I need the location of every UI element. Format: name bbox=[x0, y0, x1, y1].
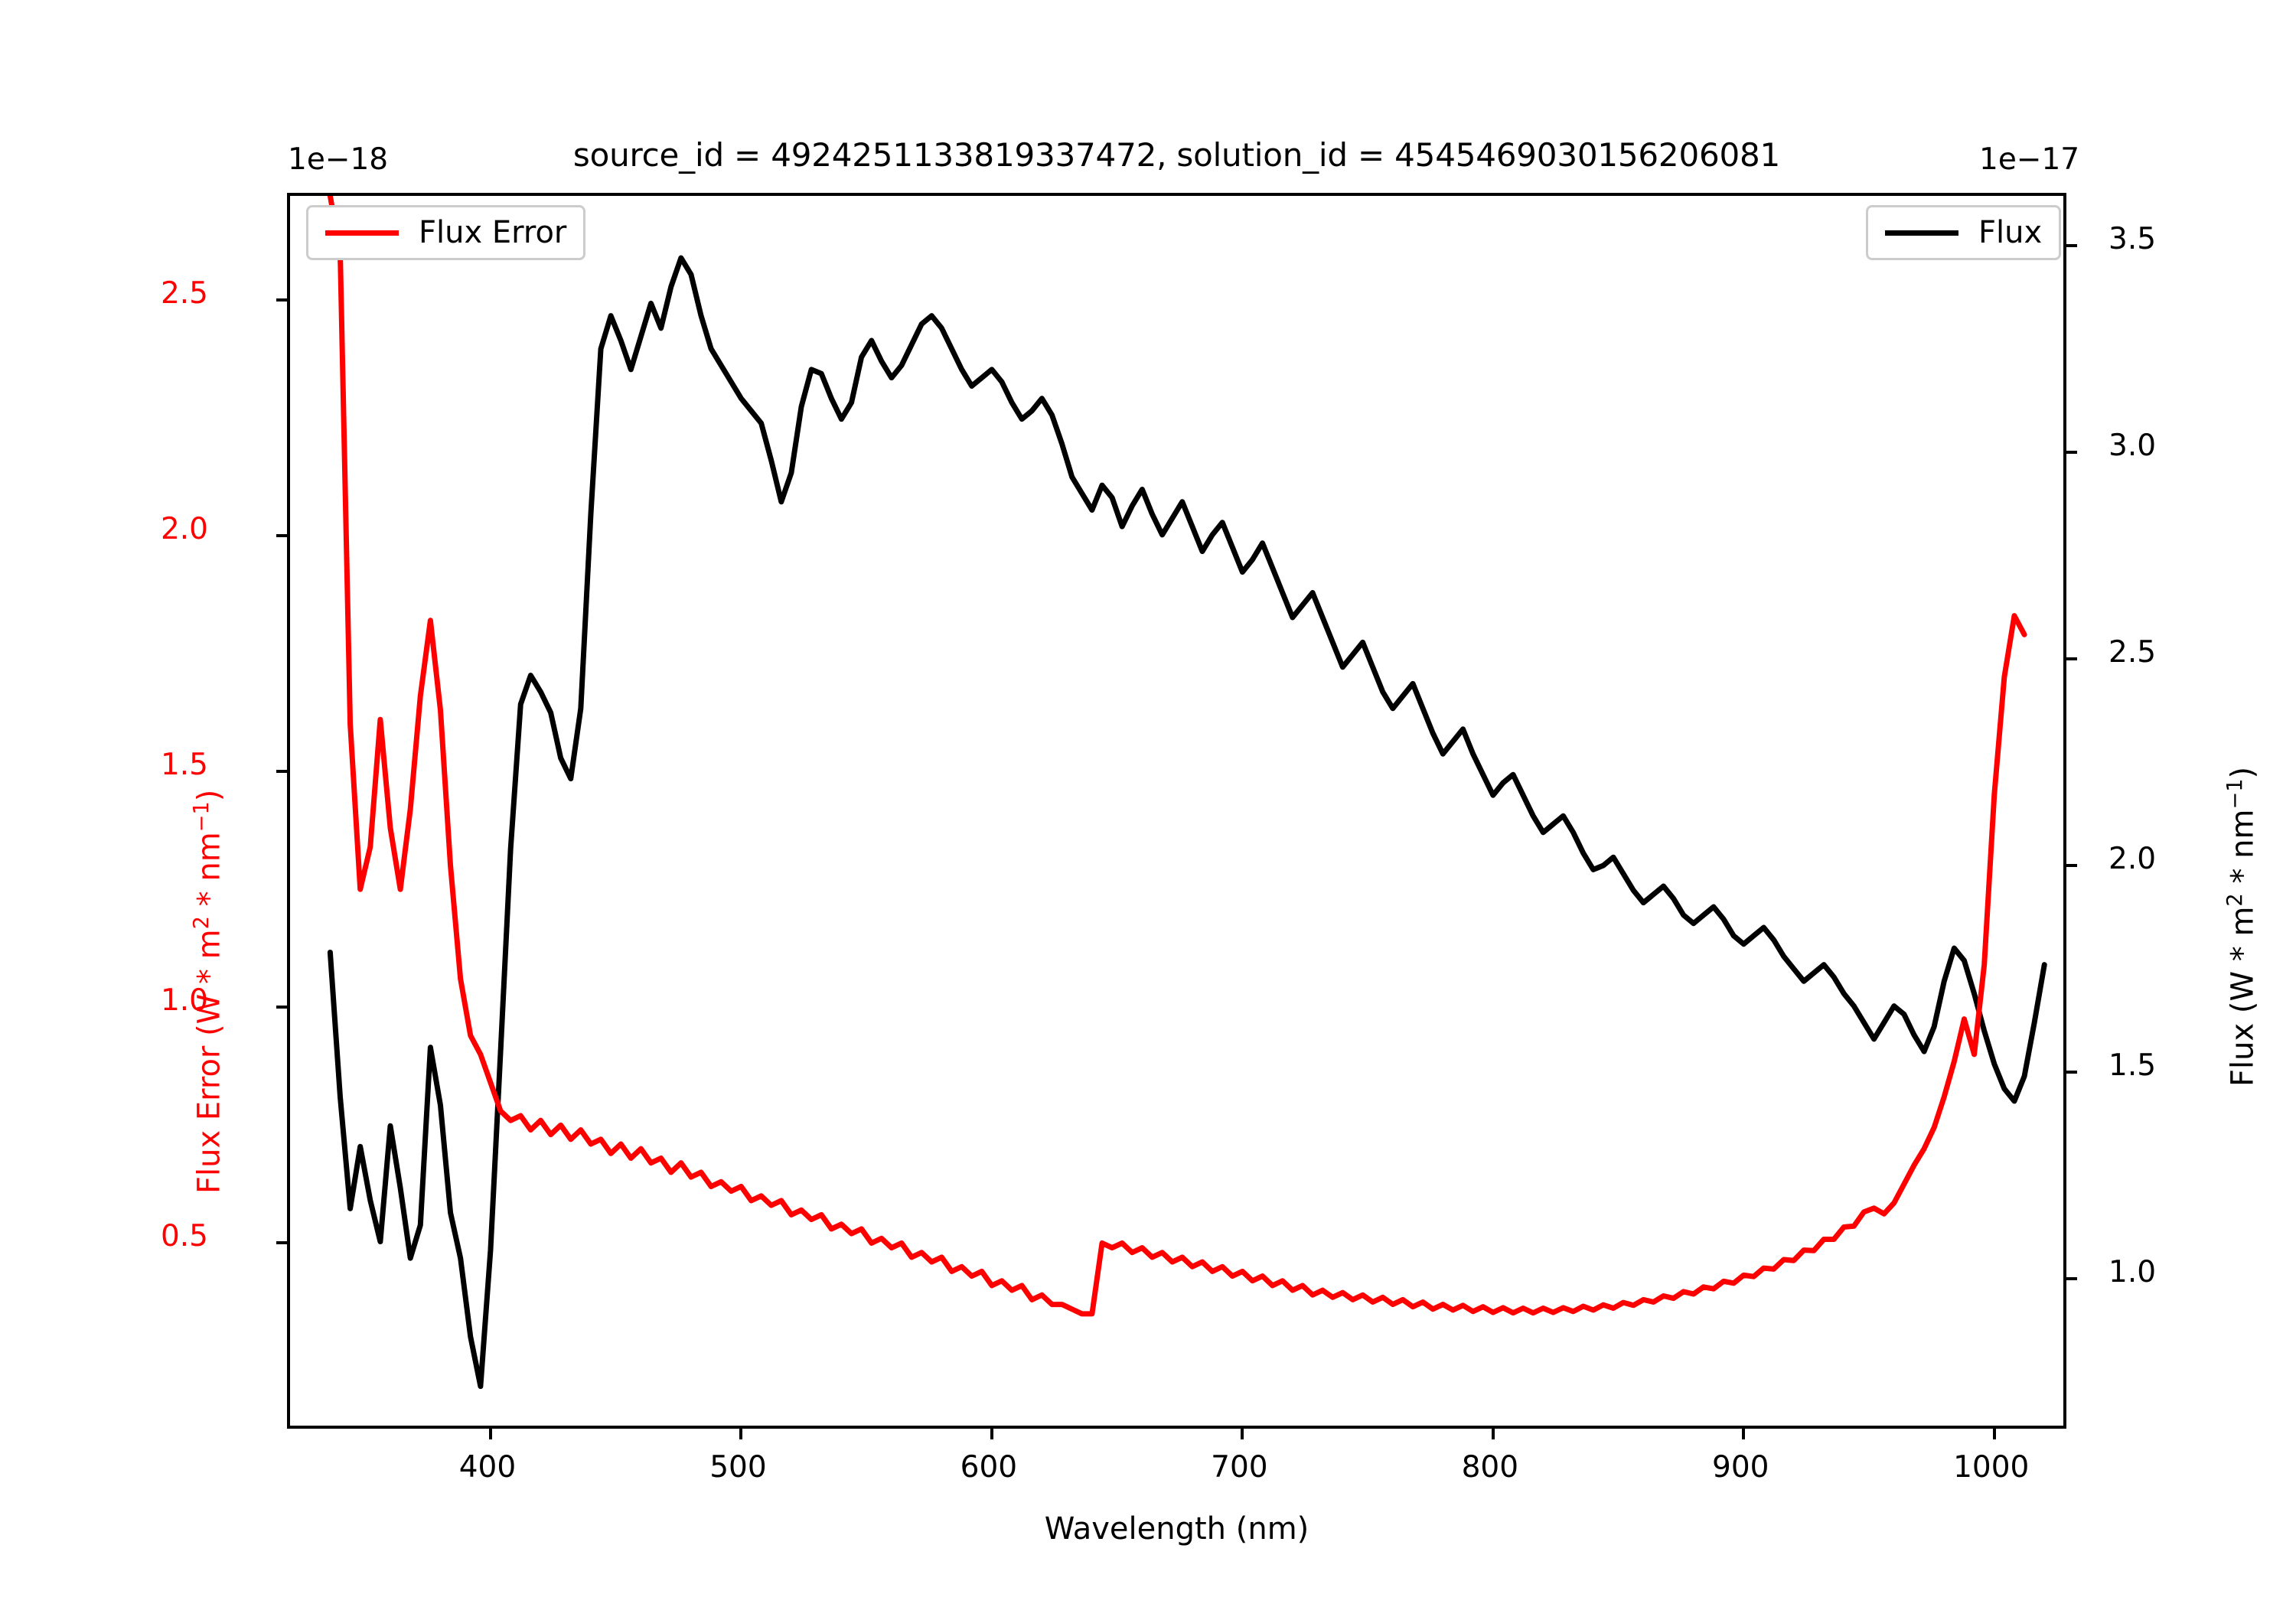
legend-label-flux-error: Flux Error bbox=[419, 215, 567, 250]
y-right-title-sup1: 2 bbox=[2223, 893, 2247, 907]
x-axis-title: Wavelength (nm) bbox=[1044, 1511, 1309, 1547]
y-right-tick-label-5: 3.5 bbox=[2108, 221, 2157, 256]
y-left-tick-mark-2 bbox=[276, 770, 289, 774]
y-left-tick-mark-4 bbox=[276, 298, 289, 302]
x-tick-label-500: 500 bbox=[709, 1450, 767, 1485]
legend-flux[interactable]: Flux bbox=[1866, 205, 2062, 260]
legend-line-icon bbox=[325, 230, 399, 236]
page-title: source_id = 4924251133819337472, solutio… bbox=[572, 136, 1781, 174]
y-left-title-sup2: −1 bbox=[190, 801, 214, 833]
y-right-tick-mark-0 bbox=[2065, 1277, 2077, 1281]
y-right-tick-label-4: 3.0 bbox=[2108, 428, 2157, 463]
y-axis-right-title: Flux (W * m2 * nm−1) bbox=[2223, 767, 2260, 1087]
x-tick-mark-1000 bbox=[1992, 1427, 1996, 1439]
x-tick-mark-500 bbox=[739, 1427, 743, 1439]
x-tick-label-900: 900 bbox=[1712, 1450, 1769, 1485]
y-left-tick-mark-1 bbox=[276, 1006, 289, 1009]
y-right-title-prefix: Flux (W * m bbox=[2225, 906, 2261, 1087]
x-tick-mark-400 bbox=[488, 1427, 492, 1439]
y-right-tick-label-0: 1.0 bbox=[2108, 1255, 2157, 1290]
y-right-tick-label-2: 2.0 bbox=[2108, 842, 2157, 877]
y-right-title-suffix: ) bbox=[2225, 766, 2261, 779]
left-axis-offset-label: 1e−18 bbox=[288, 142, 389, 177]
y-right-tick-mark-1 bbox=[2065, 1071, 2077, 1074]
y-left-tick-label-2: 1.5 bbox=[160, 748, 208, 783]
plot-canvas bbox=[327, 196, 2047, 1390]
y-right-tick-mark-3 bbox=[2065, 657, 2077, 660]
y-right-tick-mark-4 bbox=[2065, 450, 2077, 454]
legend-line-icon bbox=[1885, 230, 1958, 236]
right-axis-offset-label: 1e−17 bbox=[1979, 142, 2080, 177]
y-right-tick-label-3: 2.5 bbox=[2108, 634, 2157, 670]
y-left-tick-mark-0 bbox=[276, 1241, 289, 1245]
y-left-tick-mark-3 bbox=[276, 533, 289, 537]
x-tick-label-600: 600 bbox=[960, 1450, 1018, 1485]
y-right-tick-mark-5 bbox=[2065, 243, 2077, 247]
plot-area bbox=[276, 193, 2077, 1439]
x-tick-mark-600 bbox=[990, 1427, 993, 1439]
legend-flux-error[interactable]: Flux Error bbox=[306, 205, 586, 260]
y-left-tick-label-1: 1.0 bbox=[160, 983, 208, 1019]
y-left-title-suffix: ) bbox=[191, 789, 227, 802]
series-line-flux bbox=[327, 255, 2047, 1390]
y-left-title-prefix: Flux Error (W * m bbox=[191, 929, 227, 1194]
y-left-tick-label-0: 0.5 bbox=[160, 1219, 208, 1254]
x-tick-label-1000: 1000 bbox=[1953, 1450, 2030, 1485]
y-right-tick-label-1: 1.5 bbox=[2108, 1048, 2157, 1084]
x-tick-label-400: 400 bbox=[458, 1450, 517, 1485]
x-tick-mark-900 bbox=[1742, 1427, 1746, 1439]
y-left-tick-label-3: 2.0 bbox=[160, 511, 208, 546]
legend-label-flux: Flux bbox=[1978, 215, 2043, 250]
y-left-title-sup1: 2 bbox=[190, 916, 214, 930]
x-tick-mark-700 bbox=[1241, 1427, 1244, 1439]
y-right-title-sup2: −1 bbox=[2223, 778, 2247, 810]
x-tick-label-700: 700 bbox=[1211, 1450, 1268, 1485]
y-left-tick-label-4: 2.5 bbox=[160, 275, 208, 311]
x-tick-label-800: 800 bbox=[1461, 1450, 1519, 1485]
y-left-title-mid: * nm bbox=[191, 832, 227, 917]
y-right-tick-mark-2 bbox=[2065, 864, 2077, 868]
x-tick-mark-800 bbox=[1491, 1427, 1495, 1439]
y-right-title-mid: * nm bbox=[2225, 809, 2261, 894]
series-line-flux-error bbox=[327, 196, 2027, 1317]
